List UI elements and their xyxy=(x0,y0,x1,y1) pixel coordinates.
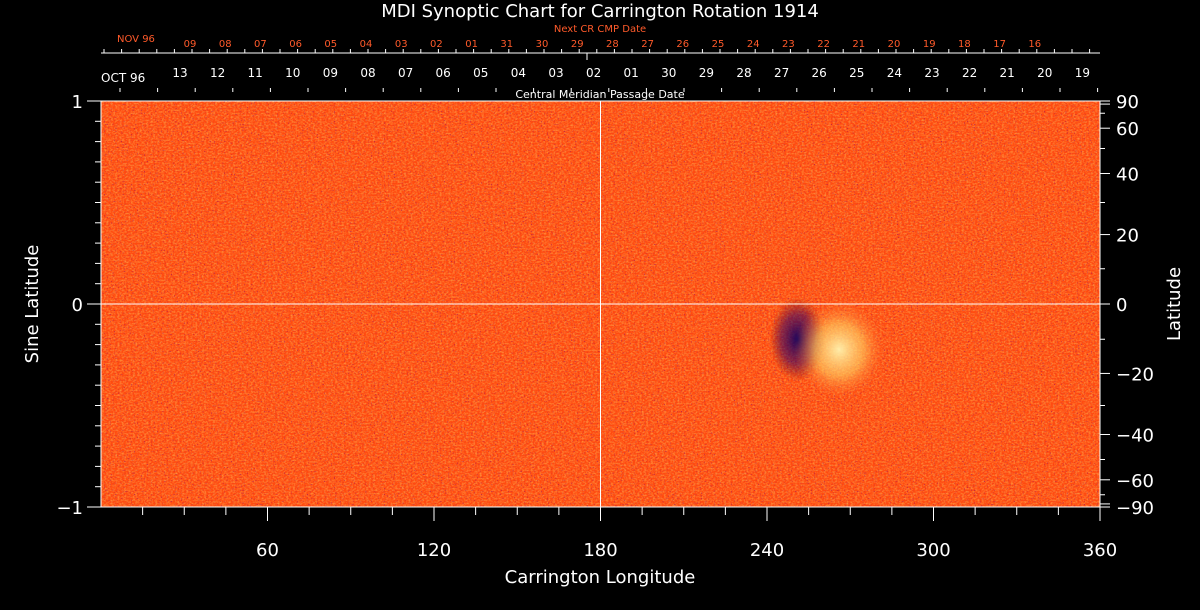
cmp-date-label: 21 xyxy=(1000,66,1015,80)
cmp-date-label: 13 xyxy=(172,66,187,80)
next-date-label: 23 xyxy=(782,39,795,50)
next-date-label: 09 xyxy=(184,39,197,50)
next-date-label: 31 xyxy=(500,39,513,50)
cmp-date-label: 11 xyxy=(248,66,263,80)
cmp-date-label: 30 xyxy=(661,66,676,80)
next-cr-axis-label: Next CR CMP Date xyxy=(554,24,646,35)
cmp-date-label: 01 xyxy=(624,66,639,80)
right-tick-label: −90 xyxy=(1116,498,1154,519)
cmp-date-label: 20 xyxy=(1037,66,1052,80)
right-axis-label: Latitude xyxy=(1164,267,1185,341)
x-tick-label: 360 xyxy=(1083,540,1117,561)
cmp-axis-label: Central Meridian Passage Date xyxy=(515,88,684,101)
next-date-label: 27 xyxy=(641,39,654,50)
next-month-label: NOV 96 xyxy=(117,34,155,45)
x-tick-label: 120 xyxy=(417,540,451,561)
cmp-date-label: 03 xyxy=(548,66,563,80)
x-tick-label: 60 xyxy=(256,540,279,561)
next-date-label: 17 xyxy=(993,39,1006,50)
next-date-label: 20 xyxy=(888,39,901,50)
next-date-label: 19 xyxy=(923,39,936,50)
next-date-label: 21 xyxy=(852,39,865,50)
y-axis-label: Sine Latitude xyxy=(22,245,43,364)
chart-title: MDI Synoptic Chart for Carrington Rotati… xyxy=(381,1,819,22)
next-date-label: 26 xyxy=(676,39,689,50)
right-tick-label: 60 xyxy=(1116,119,1139,140)
cmp-date-label: 22 xyxy=(962,66,977,80)
right-tick-label: −40 xyxy=(1116,425,1154,446)
right-tick-label: 20 xyxy=(1116,226,1139,247)
cmp-date-label: 25 xyxy=(849,66,864,80)
cmp-date-label: 07 xyxy=(398,66,413,80)
next-date-label: 01 xyxy=(465,39,478,50)
next-date-label: 30 xyxy=(536,39,549,50)
x-axis-label: Carrington Longitude xyxy=(505,567,696,588)
cmp-date-label: 26 xyxy=(812,66,827,80)
cmp-date-label: 05 xyxy=(473,66,488,80)
x-tick-label: 240 xyxy=(750,540,784,561)
next-date-label: 04 xyxy=(360,39,373,50)
cmp-date-label: 09 xyxy=(323,66,338,80)
cmp-date-label: 29 xyxy=(699,66,714,80)
next-date-label: 16 xyxy=(1028,39,1041,50)
right-tick-label: −60 xyxy=(1116,471,1154,492)
x-tick-label: 300 xyxy=(916,540,950,561)
cmp-date-label: 06 xyxy=(436,66,451,80)
next-date-label: 08 xyxy=(219,39,232,50)
cmp-date-label: 08 xyxy=(360,66,375,80)
next-date-label: 24 xyxy=(747,39,760,50)
cmp-date-label: 04 xyxy=(511,66,526,80)
next-date-label: 22 xyxy=(817,39,830,50)
next-date-label: 29 xyxy=(571,39,584,50)
next-date-label: 28 xyxy=(606,39,619,50)
next-date-label: 05 xyxy=(324,39,337,50)
next-date-label: 03 xyxy=(395,39,408,50)
cmp-date-label: 24 xyxy=(887,66,902,80)
right-tick-label: 0 xyxy=(1116,295,1127,316)
cmp-date-label: 19 xyxy=(1075,66,1090,80)
right-tick-label: 90 xyxy=(1116,92,1139,113)
right-tick-label: 40 xyxy=(1116,165,1139,186)
cmp-date-label: 23 xyxy=(924,66,939,80)
cmp-date-label: 12 xyxy=(210,66,225,80)
next-date-label: 02 xyxy=(430,39,443,50)
cmp-date-label: 27 xyxy=(774,66,789,80)
cmp-date-label: 28 xyxy=(736,66,751,80)
next-date-label: 07 xyxy=(254,39,267,50)
y-tick-label: 0 xyxy=(72,295,83,316)
cmp-month-label: OCT 96 xyxy=(101,71,145,85)
right-tick-label: −20 xyxy=(1116,364,1154,385)
next-date-label: 18 xyxy=(958,39,971,50)
next-date-label: 25 xyxy=(712,39,725,50)
y-tick-label: −1 xyxy=(56,498,83,519)
active-region-positive xyxy=(794,301,885,398)
y-tick-label: 1 xyxy=(72,92,83,113)
x-tick-label: 180 xyxy=(583,540,617,561)
magnetogram-map xyxy=(101,101,1100,507)
cmp-date-label: 02 xyxy=(586,66,601,80)
cmp-date-label: 10 xyxy=(285,66,300,80)
next-date-label: 06 xyxy=(289,39,302,50)
